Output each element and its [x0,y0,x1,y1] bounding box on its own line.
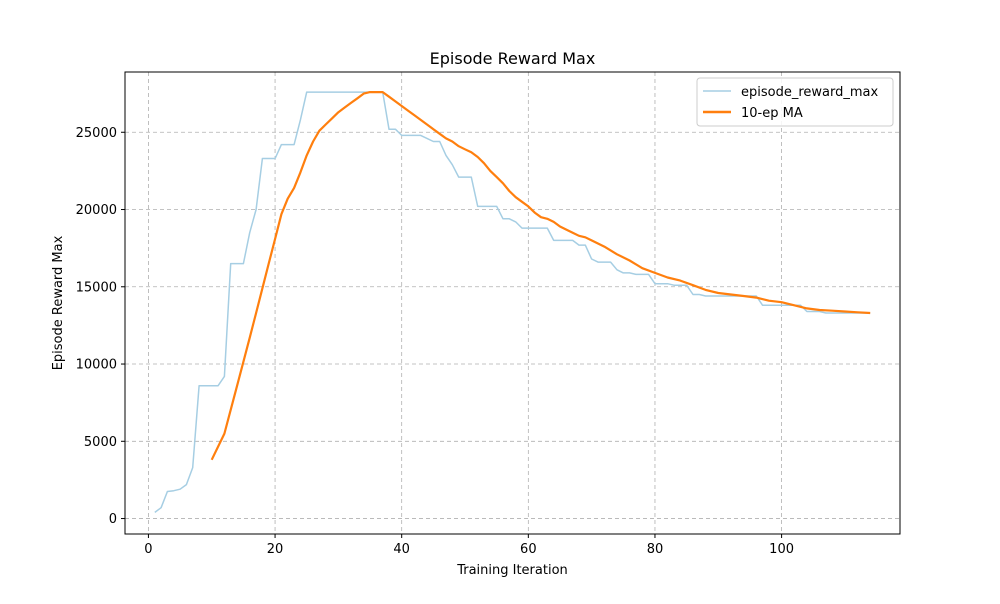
series-lines [154,90,871,514]
x-tick-label: 20 [267,542,284,557]
legend-label-moving-average: 10-ep MA [741,106,803,121]
y-tick-label: 15000 [76,280,117,295]
x-tick-label: 60 [520,542,537,557]
y-tick-label: 5000 [84,435,117,450]
series-moving-average-line [210,90,871,461]
legend-box [696,77,894,127]
x-tick-label: 40 [393,542,410,557]
y-tick-label: 0 [109,512,117,527]
x-axis-label: Training Iteration [456,563,568,578]
y-tick-label: 10000 [76,358,117,373]
x-tick-label: 0 [144,542,152,557]
y-axis-label: Episode Reward Max [51,235,66,370]
y-tick-label: 25000 [76,126,117,141]
grid-lines [125,72,900,534]
x-tick-label: 100 [769,542,794,557]
x-axis-ticks: 0 20 40 60 80 100 [144,534,794,557]
plot-frame [124,71,901,535]
y-axis-ticks: 0 5000 10000 15000 20000 25000 [76,126,125,527]
chart-title: Episode Reward Max [430,49,596,68]
legend: episode_reward_max 10-ep MA [696,77,894,127]
legend-label-episode-reward-max: episode_reward_max [741,85,878,100]
x-tick-label: 80 [647,542,664,557]
y-tick-label: 20000 [76,203,117,218]
